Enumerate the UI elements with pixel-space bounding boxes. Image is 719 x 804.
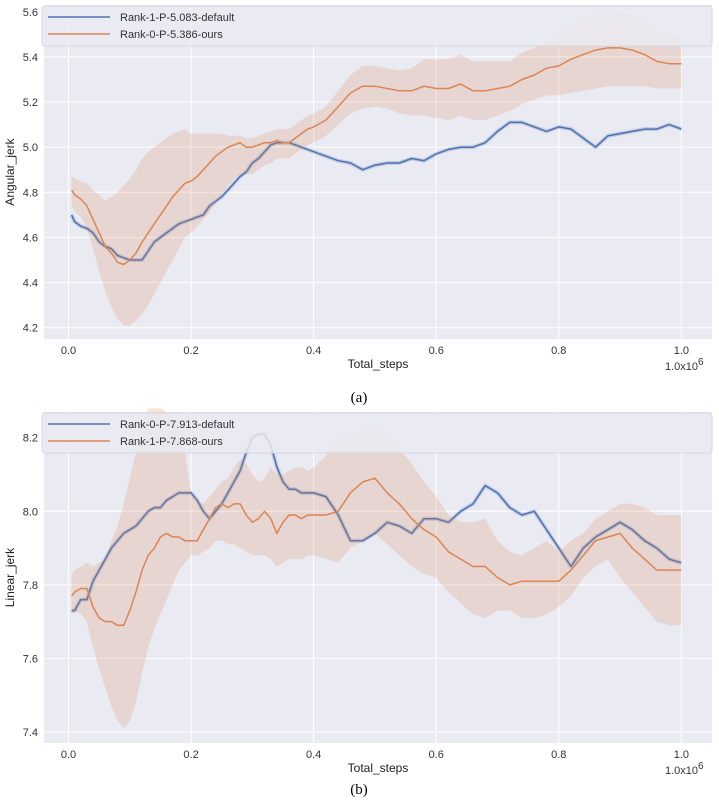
y-axis-label: Linear_jerk: [3, 547, 17, 607]
x-axis-multiplier: 1.0x106: [665, 761, 704, 777]
legend-label-series-1: Rank-1-P-5.083-default: [120, 12, 234, 24]
x-tick-label: 1.0: [674, 749, 689, 761]
series-line-2: [71, 477, 682, 627]
x-tick-labels: 0.0 0.2 0.4 0.6 0.8 1.0: [61, 345, 689, 357]
legend: Rank-0-P-7.913-default Rank-1-P-7.868-ou…: [41, 412, 713, 454]
x-tick-label: 0.6: [429, 345, 444, 357]
panel-caption: (b): [350, 782, 368, 798]
x-axis-label: Total_steps: [348, 761, 409, 775]
x-tick-label: 0.0: [61, 749, 76, 761]
x-tick-label: 0.8: [551, 749, 566, 761]
x-tick-label: 1.0: [674, 345, 689, 357]
y-tick-label: 5.2: [23, 97, 38, 109]
x-tick-label: 0.0: [61, 345, 76, 357]
legend: Rank-1-P-5.083-default Rank-0-P-5.386-ou…: [41, 5, 713, 47]
y-tick-label: 5.6: [23, 7, 38, 19]
y-axis-label: Angular_jerk: [3, 137, 17, 205]
x-tick-labels: 0.0 0.2 0.4 0.6 0.8 1.0: [61, 749, 689, 761]
legend-label-series-1: Rank-0-P-7.913-default: [120, 419, 234, 431]
x-axis-multiplier: 1.0x106: [665, 357, 704, 373]
series-line-1: [71, 433, 682, 612]
chart-panel-a: 4.2 4.4 4.6 4.8 5.0 5.2 5.4 5.6 0.0 0.2 0.4 0.6 0.8…: [3, 5, 713, 406]
confidence-band-series-2: [71, 9, 682, 326]
x-tick-label: 0.2: [183, 749, 198, 761]
legend-box: [41, 412, 713, 454]
plot-background: [44, 412, 712, 743]
x-tick-label: 0.6: [429, 749, 444, 761]
series-marks: [71, 408, 682, 729]
x-multiplier-exponent: 6: [698, 761, 704, 772]
y-tick-label: 4.2: [23, 323, 38, 335]
x-multiplier-base: 1.0x10: [665, 765, 698, 777]
x-tick-label: 0.8: [551, 345, 566, 357]
y-tick-label: 5.0: [23, 142, 38, 154]
x-multiplier-base: 1.0x10: [665, 361, 698, 373]
y-tick-label: 4.4: [23, 278, 38, 290]
y-tick-labels: 4.2 4.4 4.6 4.8 5.0 5.2 5.4 5.6: [23, 7, 38, 335]
confidence-band-series-2: [71, 408, 682, 729]
y-tick-label: 7.6: [23, 653, 38, 665]
legend-label-series-2: Rank-0-P-5.386-ours: [120, 29, 223, 41]
y-tick-labels: 7.4 7.6 7.8 8.0 8.2: [23, 433, 38, 739]
chart-panel-b: 7.4 7.6 7.8 8.0 8.2 0.0 0.2 0.4 0.6 0.8 1.0 Total…: [3, 408, 713, 798]
plot-background: [44, 5, 712, 339]
y-tick-label: 7.8: [23, 580, 38, 592]
panel-caption: (a): [351, 390, 368, 406]
y-tick-label: 8.2: [23, 433, 38, 445]
x-tick-label: 0.4: [306, 345, 321, 357]
y-tick-label: 5.4: [23, 52, 38, 64]
x-tick-label: 0.2: [183, 345, 198, 357]
legend-label-series-2: Rank-1-P-7.868-ours: [120, 436, 223, 448]
series-line-2: [70, 47, 682, 266]
y-tick-label: 7.4: [23, 727, 38, 739]
legend-box: [41, 5, 713, 47]
x-tick-label: 0.4: [306, 749, 321, 761]
y-tick-label: 4.8: [23, 187, 38, 199]
series-marks: [69, 9, 683, 326]
y-tick-label: 4.6: [23, 232, 38, 244]
y-tick-label: 8.0: [23, 506, 38, 518]
x-multiplier-exponent: 6: [698, 357, 704, 368]
x-axis-label: Total_steps: [348, 357, 409, 371]
